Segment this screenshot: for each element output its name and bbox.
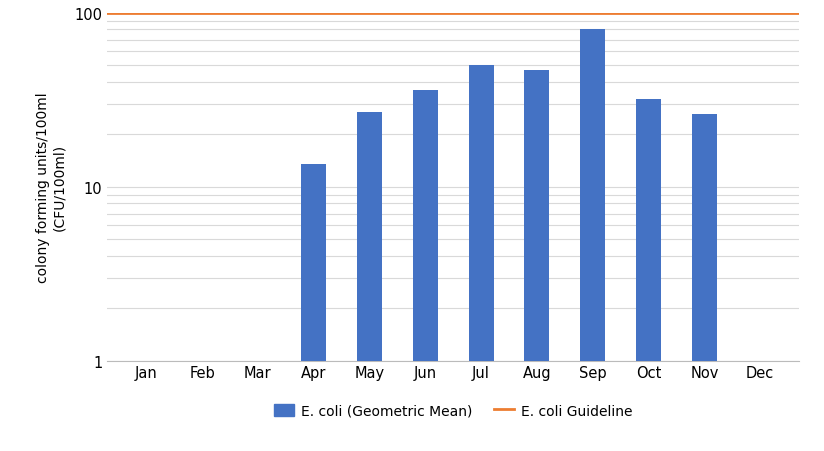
Bar — [636, 100, 661, 451]
Bar — [692, 115, 717, 451]
Y-axis label: colony forming units/100ml
(CFU/100ml): colony forming units/100ml (CFU/100ml) — [35, 92, 66, 282]
Legend: E. coli (Geometric Mean), E. coli Guideline: E. coli (Geometric Mean), E. coli Guidel… — [268, 398, 639, 423]
Bar — [580, 30, 606, 451]
Bar — [301, 165, 326, 451]
Bar — [357, 112, 382, 451]
Bar — [524, 70, 550, 451]
Bar — [469, 66, 494, 451]
Bar — [413, 91, 438, 451]
